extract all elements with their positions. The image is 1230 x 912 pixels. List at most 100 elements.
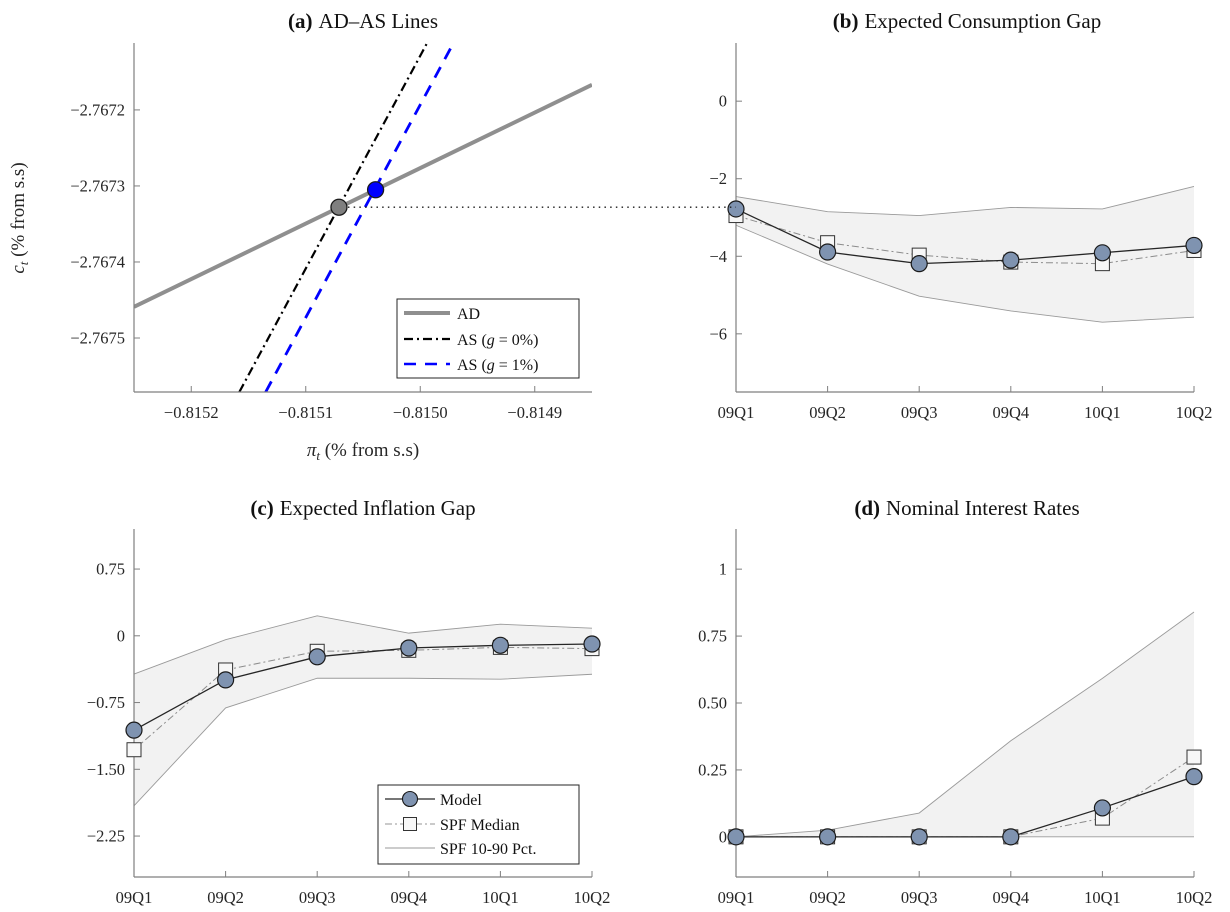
- panel-a-plot-area: [134, 43, 592, 392]
- panel-b-band-upper-line: [735, 186, 1195, 217]
- panel-b-model-line: [735, 208, 1195, 265]
- panel-a-xtick-label: −0.8149: [507, 403, 562, 422]
- panel-d-xtick-label: 10Q2: [1176, 888, 1213, 907]
- panel-c-spf-marker: [126, 742, 142, 758]
- panel-c-spf-line: [133, 646, 593, 751]
- legend-a-as0-prefix: AS (: [457, 332, 487, 349]
- panel-d-model-marker: [727, 828, 745, 846]
- legend-a-as0-var: g: [487, 332, 495, 349]
- panel-d-xtick-label: 09Q3: [901, 888, 938, 907]
- panel-b-model-marker: [818, 243, 837, 261]
- panel-b-ytick-label: 0: [719, 92, 727, 111]
- panel-a-ylabel-rest: (% from s.s): [8, 162, 29, 261]
- panel-c-ytick-label: 0: [117, 626, 125, 645]
- panel-d-model-line: [736, 776, 1195, 838]
- panel-b-band: [736, 186, 1194, 323]
- panel-d-ytick-label: 0.75: [698, 627, 727, 646]
- panel-b-ytick-label: −6: [709, 324, 727, 343]
- line-as1: [264, 43, 455, 392]
- legend-panel-a: AD AS (g = 0%) AS (g = 1%): [396, 298, 580, 379]
- panel-c-xtick-label: 10Q2: [574, 888, 611, 907]
- panel-b-model-marker: [1185, 236, 1203, 255]
- panel-c-band: [134, 615, 592, 806]
- panel-c-xtick-label: 09Q3: [299, 888, 336, 907]
- panel-c-xtick-label: 09Q4: [390, 888, 427, 907]
- panel-d-band-upper-line: [735, 611, 1195, 838]
- panel-b: 09Q1 09Q2 09Q3 09Q4 10Q1 10Q2 0 −2 −4 −6: [709, 43, 1212, 422]
- panel-a-title-prefix: (a): [288, 9, 313, 33]
- legend-c-spf-label: SPF Median: [440, 817, 520, 834]
- panel-d-model-marker: [1093, 799, 1112, 817]
- panel-b-xtick-label: 10Q2: [1176, 403, 1213, 422]
- panel-c-title-prefix: (c): [250, 496, 273, 520]
- panel-b-title-text: Expected Consumption Gap: [864, 9, 1101, 33]
- panel-d-band: [736, 611, 1194, 837]
- panel-a-xlabel-rest: (% from s.s): [320, 440, 419, 461]
- panel-b-model-marker: [1093, 244, 1112, 262]
- panel-c-model-marker: [583, 635, 601, 653]
- panel-c-ytick-label: 0.75: [96, 560, 125, 579]
- panel-c: 09Q1 09Q2 09Q3 09Q4 10Q1 10Q2 0.75 0 −0.75 −1.50 −…: [87, 529, 611, 907]
- panel-b-model-marker: [727, 200, 745, 218]
- equilibrium-point-g0: [330, 198, 348, 216]
- panel-c-xtick-label: 09Q2: [207, 888, 244, 907]
- legend-a-as0-suffix: = 0%): [495, 332, 539, 349]
- panel-d-xtick-label: 09Q1: [718, 888, 755, 907]
- panel-c-model-marker: [308, 648, 326, 666]
- panel-b-model-marker: [1002, 251, 1020, 269]
- panel-d-xtick-label: 09Q2: [809, 888, 846, 907]
- panel-c-band-upper-line: [133, 615, 593, 675]
- line-as0: [238, 43, 429, 392]
- panel-a-xlabel: πt (% from s.s): [307, 440, 419, 463]
- panel-c-xtick-label: 10Q1: [482, 888, 519, 907]
- legend-a-as1-var: g: [487, 357, 495, 374]
- panel-a-ylabel: ct (% from s.s): [8, 162, 31, 273]
- panel-d-model-marker: [1185, 768, 1203, 786]
- panel-a-ytick-label: −2.7675: [70, 329, 125, 348]
- panel-b-title: (b) Expected Consumption Gap: [833, 9, 1101, 33]
- legend-c-band-label: SPF 10-90 Pct.: [440, 841, 536, 858]
- panel-c-ytick-label: −2.25: [87, 827, 125, 846]
- legend-panel-c: Model SPF Median SPF 10-90 Pct.: [377, 784, 580, 865]
- panel-a-ylabel-sub: t: [16, 261, 31, 265]
- panel-b-ytick-label: −2: [709, 169, 727, 188]
- panel-d-ytick-label: 0.25: [698, 760, 727, 779]
- panel-c-title-text: Expected Inflation Gap: [280, 496, 476, 520]
- panel-b-xtick-label: 10Q1: [1084, 403, 1121, 422]
- line-ad: [134, 83, 592, 309]
- panel-a-xlabel-symbol: π: [307, 440, 317, 461]
- panel-b-xtick-label: 09Q3: [901, 403, 938, 422]
- panel-d-xtick-label: 09Q4: [992, 888, 1029, 907]
- panel-d-title: (d) Nominal Interest Rates: [854, 496, 1079, 520]
- panel-b-title-prefix: (b): [833, 9, 859, 33]
- panel-d-model-marker: [910, 828, 928, 846]
- panel-a-ytick-label: −2.7673: [70, 176, 125, 195]
- panel-d-ytick-label: 1: [719, 560, 727, 579]
- panel-a-xtick-label: −0.8152: [164, 403, 219, 422]
- panel-b-xtick-label: 09Q1: [718, 403, 755, 422]
- panel-b-ytick-label: −4: [709, 247, 727, 266]
- panel-a-ytick-label: −2.7672: [70, 100, 125, 119]
- panel-a: −0.8152 −0.8151 −0.8150 −0.8149 −2.7672 −2.76…: [70, 43, 592, 422]
- panel-d-ytick-label: 0: [719, 827, 727, 846]
- panel-c-model-marker: [400, 639, 418, 657]
- panel-c-model-marker: [491, 636, 509, 654]
- legend-c-model-label: Model: [440, 792, 482, 809]
- panel-d: 09Q1 09Q2 09Q3 09Q4 10Q1 10Q2 1 0.75 0.50 0.25 0: [698, 529, 1212, 907]
- panel-c-model-line: [133, 643, 593, 731]
- legend-a-as1-label: AS (g = 1%): [457, 357, 538, 374]
- panel-c-title: (c) Expected Inflation Gap: [250, 496, 475, 520]
- panel-d-title-prefix: (d): [854, 496, 880, 520]
- panel-b-spf-line: [735, 215, 1195, 265]
- panel-a-xtick-label: −0.8151: [278, 403, 333, 422]
- equilibrium-point-g1: [366, 181, 385, 199]
- legend-c-model-marker: [401, 790, 419, 808]
- panel-b-xtick-label: 09Q2: [809, 403, 846, 422]
- legend-a-as0-label: AS (g = 0%): [457, 332, 538, 349]
- panel-d-xtick-label: 10Q1: [1084, 888, 1121, 907]
- panel-c-ytick-label: −1.50: [87, 760, 125, 779]
- panel-c-model-marker: [125, 721, 143, 739]
- panel-b-xtick-label: 09Q4: [992, 403, 1029, 422]
- legend-c-spf-marker: [403, 817, 417, 831]
